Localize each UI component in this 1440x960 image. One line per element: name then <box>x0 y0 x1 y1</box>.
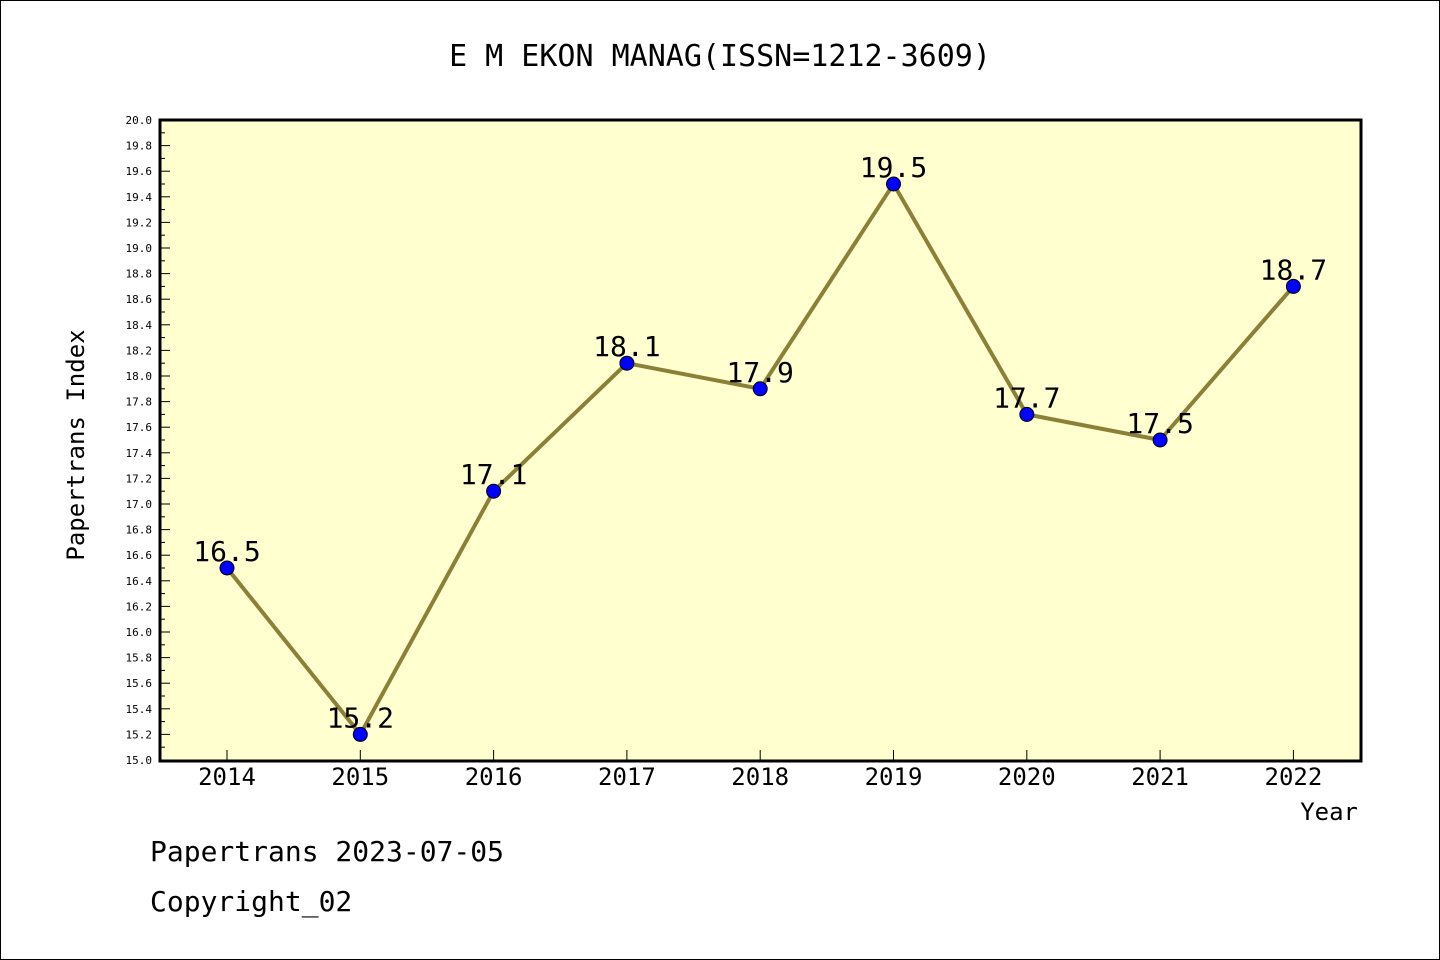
data-point <box>219 560 235 576</box>
data-point <box>619 355 635 371</box>
series-group: 16.5 15.2 17.1 18.1 17.9 19.5 17.7 17.5 18.7 <box>193 151 1327 742</box>
y-tick-label: 15.0 <box>126 754 153 767</box>
y-axis-label: Papertrans Index <box>62 329 90 560</box>
y-tick-label: 15.4 <box>126 703 153 716</box>
y-tick-label: 17.0 <box>126 498 153 511</box>
y-tick-label: 18.8 <box>126 268 153 281</box>
data-label: 18.7 <box>1260 253 1327 286</box>
x-tick-label: 2015 <box>331 763 389 791</box>
y-tick-label: 18.4 <box>126 319 153 332</box>
data-point <box>1152 432 1168 448</box>
data-point <box>752 381 768 397</box>
y-axis: 15.0 15.2 15.4 15.6 15.8 16.0 16.2 16.4 16.6 16.8… <box>126 114 170 767</box>
x-tick-label: 2020 <box>998 763 1056 791</box>
x-axis: 2014 2015 2016 2017 2018 2019 2020 2021 2022 <box>198 750 1322 791</box>
x-tick-label: 2021 <box>1131 763 1189 791</box>
data-label: 18.1 <box>593 330 660 363</box>
y-tick-label: 16.8 <box>126 524 153 537</box>
x-tick-label: 2014 <box>198 763 256 791</box>
footer-copyright: Copyright_02 <box>150 885 353 918</box>
x-axis-label: Year <box>1300 798 1358 826</box>
y-tick-label: 16.6 <box>126 549 153 562</box>
y-tick-label: 17.4 <box>126 447 153 460</box>
data-label: 17.7 <box>993 381 1060 414</box>
y-tick-label: 19.2 <box>126 216 153 229</box>
y-tick-label: 16.0 <box>126 626 153 639</box>
y-tick-label: 15.8 <box>126 652 153 665</box>
y-tick-label: 15.2 <box>126 728 153 741</box>
data-point <box>886 176 901 192</box>
plot-area <box>158 118 1363 763</box>
footer-date: Papertrans 2023-07-05 <box>150 835 505 868</box>
data-label: 17.5 <box>1126 407 1193 440</box>
data-label: 16.5 <box>193 535 260 568</box>
y-tick-label: 20.0 <box>126 114 153 127</box>
data-label: 17.1 <box>460 458 527 491</box>
data-point <box>352 726 368 742</box>
y-tick-label: 19.0 <box>126 242 153 255</box>
y-tick-label: 16.4 <box>126 575 153 588</box>
data-point <box>1019 406 1035 422</box>
x-tick-label: 2022 <box>1265 763 1323 791</box>
x-tick-label: 2018 <box>731 763 789 791</box>
y-tick-label: 17.8 <box>126 396 153 409</box>
data-label: 17.9 <box>726 356 793 389</box>
x-tick-label: 2016 <box>465 763 523 791</box>
y-tick-label: 18.0 <box>126 370 153 383</box>
y-tick-label: 18.6 <box>126 293 153 306</box>
y-tick-label: 19.6 <box>126 165 153 178</box>
y-tick-label: 16.2 <box>126 600 153 613</box>
x-tick-label: 2019 <box>865 763 923 791</box>
y-tick-label: 19.8 <box>126 140 153 153</box>
x-tick-label: 2017 <box>598 763 656 791</box>
data-point <box>486 483 502 499</box>
data-label: 15.2 <box>327 701 394 734</box>
data-point <box>1285 278 1301 294</box>
y-tick-label: 17.2 <box>126 472 153 485</box>
chart-title: E M EKON MANAG(ISSN=1212-3609) <box>449 39 991 74</box>
y-tick-label: 19.4 <box>126 191 153 204</box>
y-tick-label: 15.6 <box>126 677 153 690</box>
y-tick-label: 18.2 <box>126 344 153 357</box>
y-tick-label: 17.6 <box>126 421 153 434</box>
data-label: 19.5 <box>860 151 927 184</box>
